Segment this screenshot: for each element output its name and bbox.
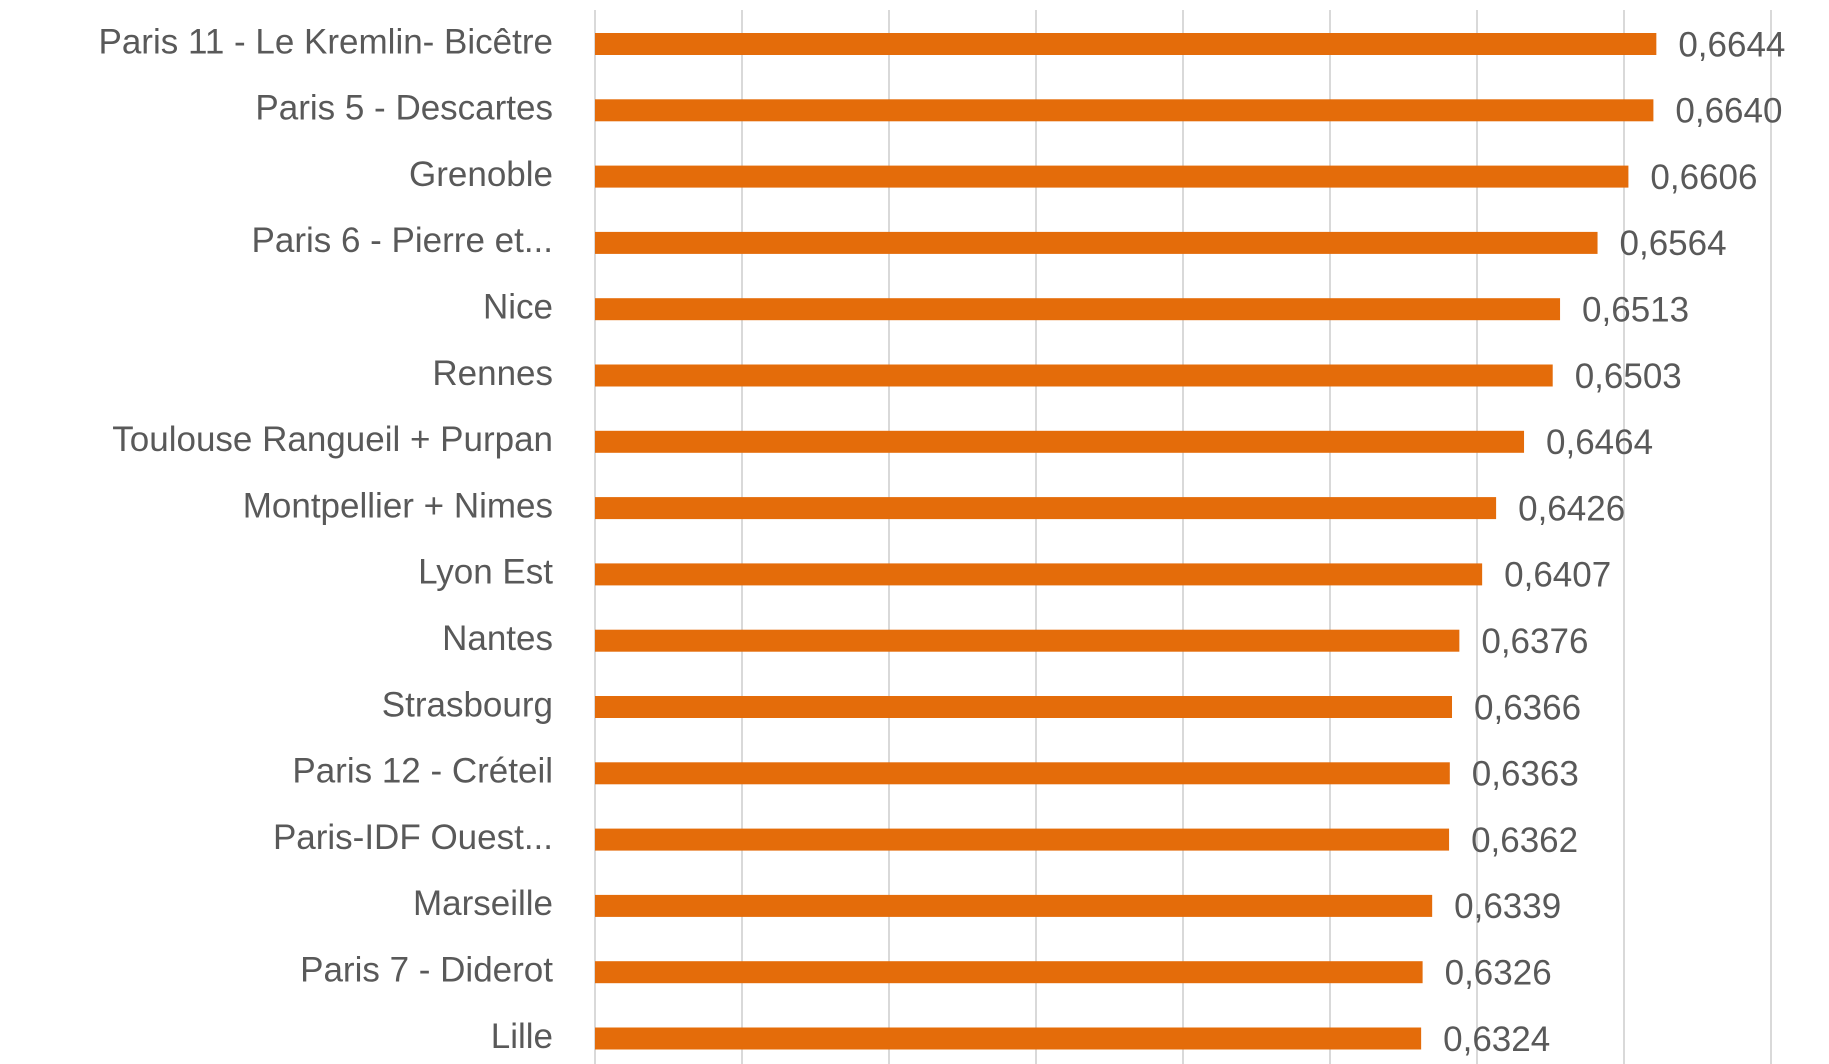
y-tick-label: Paris-IDF Ouest... bbox=[273, 818, 553, 857]
bar bbox=[595, 563, 1483, 586]
data-label: 0,6426 bbox=[1518, 489, 1625, 528]
y-tick-label: Nantes bbox=[442, 619, 553, 658]
bar bbox=[595, 298, 1561, 321]
data-label: 0,6324 bbox=[1443, 1020, 1550, 1059]
data-label: 0,6363 bbox=[1472, 755, 1579, 794]
bar bbox=[595, 364, 1553, 387]
data-label: 0,6503 bbox=[1575, 357, 1682, 396]
bar bbox=[595, 828, 1450, 851]
y-tick-label: Rennes bbox=[432, 354, 553, 393]
y-tick-label: Montpellier + Nimes bbox=[243, 486, 553, 525]
data-label: 0,6513 bbox=[1582, 290, 1689, 329]
y-tick-label: Lille bbox=[491, 1017, 553, 1056]
data-label: 0,6339 bbox=[1454, 887, 1561, 926]
y-tick-label: Grenoble bbox=[409, 155, 553, 194]
data-label: 0,6606 bbox=[1650, 158, 1757, 197]
bar bbox=[595, 894, 1433, 917]
bar bbox=[595, 430, 1525, 453]
bar bbox=[595, 629, 1460, 652]
y-tick-label: Strasbourg bbox=[382, 685, 553, 724]
bar bbox=[595, 99, 1654, 122]
data-label: 0,6640 bbox=[1675, 92, 1782, 131]
data-label: 0,6644 bbox=[1678, 25, 1785, 64]
y-tick-label: Lyon Est bbox=[418, 553, 553, 592]
bar bbox=[595, 1027, 1422, 1050]
y-tick-label: Paris 7 - Diderot bbox=[300, 950, 553, 989]
y-tick-label: Toulouse Rangueil + Purpan bbox=[112, 420, 553, 459]
bar bbox=[595, 497, 1497, 520]
y-tick-label: Marseille bbox=[413, 884, 553, 923]
data-label: 0,6407 bbox=[1504, 556, 1611, 595]
data-label: 0,6376 bbox=[1481, 622, 1588, 661]
data-label: 0,6564 bbox=[1620, 224, 1727, 263]
bar bbox=[595, 696, 1453, 718]
data-label: 0,6366 bbox=[1474, 688, 1581, 727]
bar bbox=[595, 231, 1598, 254]
bar bbox=[595, 961, 1423, 984]
y-tick-label: Nice bbox=[483, 287, 553, 326]
data-label: 0,6326 bbox=[1445, 953, 1552, 992]
y-tick-label: Paris 5 - Descartes bbox=[255, 89, 553, 128]
data-label: 0,6362 bbox=[1471, 821, 1578, 860]
bar bbox=[595, 165, 1629, 188]
y-tick-label: Paris 11 - Le Kremlin- Bicêtre bbox=[98, 22, 553, 61]
bar bbox=[595, 762, 1450, 785]
y-tick-label: Paris 12 - Créteil bbox=[292, 752, 553, 791]
data-label: 0,6464 bbox=[1546, 423, 1653, 462]
y-tick-label: Paris 6 - Pierre et... bbox=[252, 221, 553, 260]
bar bbox=[595, 33, 1657, 55]
